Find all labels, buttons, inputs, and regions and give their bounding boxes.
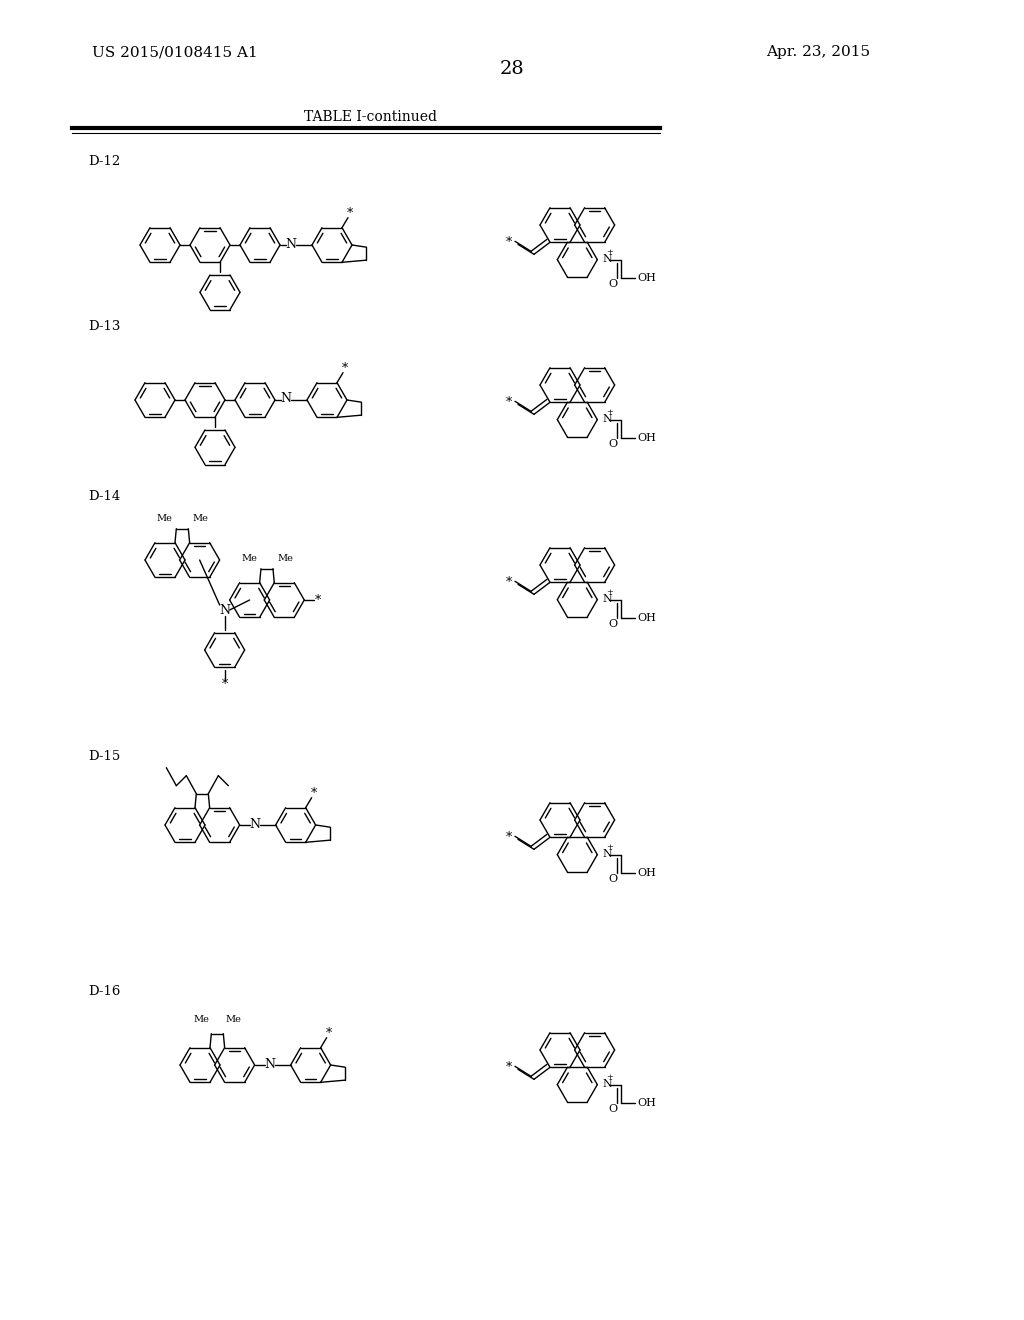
Text: O: O (608, 1104, 617, 1114)
Text: OH: OH (637, 273, 656, 282)
Text: O: O (608, 438, 617, 449)
Text: N: N (602, 413, 612, 424)
Text: D-15: D-15 (88, 750, 120, 763)
Text: OH: OH (637, 612, 656, 623)
Text: N: N (602, 594, 612, 603)
Text: Me: Me (157, 515, 172, 523)
Text: N: N (249, 817, 260, 830)
Text: +: + (606, 408, 612, 416)
Text: Apr. 23, 2015: Apr. 23, 2015 (766, 45, 870, 59)
Text: +: + (606, 1073, 612, 1081)
Text: N: N (602, 253, 612, 264)
Text: O: O (608, 874, 617, 883)
Text: Me: Me (193, 515, 208, 523)
Text: Me: Me (276, 554, 293, 564)
Text: *: * (506, 396, 512, 409)
Text: N: N (281, 392, 292, 405)
Text: N: N (286, 238, 297, 251)
Text: *: * (506, 1061, 512, 1074)
Text: *: * (221, 677, 227, 690)
Text: *: * (506, 576, 512, 589)
Text: +: + (606, 842, 612, 850)
Text: N: N (602, 1078, 612, 1089)
Text: Me: Me (225, 1015, 242, 1024)
Text: *: * (315, 594, 322, 606)
Text: Me: Me (241, 554, 257, 564)
Text: N: N (264, 1057, 275, 1071)
Text: +: + (606, 587, 612, 595)
Text: *: * (506, 830, 512, 843)
Text: D-14: D-14 (88, 490, 120, 503)
Text: N: N (219, 603, 230, 616)
Text: N: N (602, 849, 612, 858)
Text: O: O (608, 279, 617, 289)
Text: D-16: D-16 (88, 985, 121, 998)
Text: *: * (347, 207, 353, 220)
Text: *: * (342, 362, 348, 375)
Text: OH: OH (637, 1098, 656, 1107)
Text: +: + (606, 248, 612, 256)
Text: US 2015/0108415 A1: US 2015/0108415 A1 (92, 45, 258, 59)
Text: OH: OH (637, 867, 656, 878)
Text: Me: Me (194, 1015, 209, 1024)
Text: 28: 28 (500, 59, 524, 78)
Text: D-12: D-12 (88, 154, 120, 168)
Text: D-13: D-13 (88, 319, 121, 333)
Text: *: * (326, 1027, 332, 1040)
Text: *: * (310, 787, 316, 800)
Text: TABLE I-continued: TABLE I-continued (303, 110, 436, 124)
Text: OH: OH (637, 433, 656, 442)
Text: *: * (506, 236, 512, 249)
Text: O: O (608, 619, 617, 628)
